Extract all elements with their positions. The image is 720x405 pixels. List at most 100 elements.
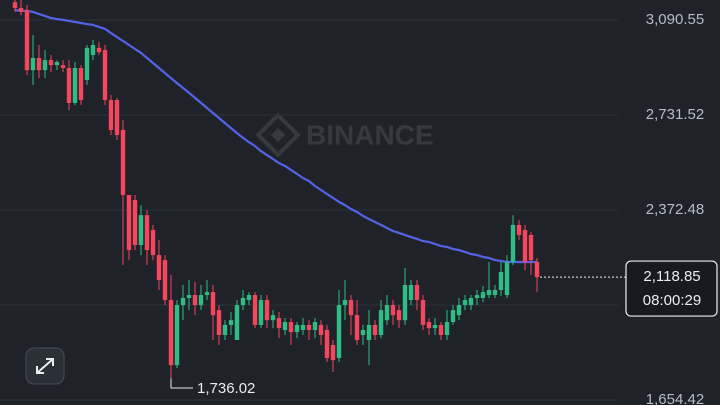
candle-body xyxy=(288,322,294,333)
candle-body xyxy=(102,50,108,101)
candle-body xyxy=(150,229,156,256)
candle-body xyxy=(186,295,192,298)
grid xyxy=(0,19,618,401)
candle-body xyxy=(72,68,78,103)
candle-body xyxy=(156,255,162,280)
candle-body xyxy=(456,305,462,316)
candle-body xyxy=(432,324,438,329)
candle-body xyxy=(480,292,486,298)
candle-body xyxy=(510,224,516,262)
candle-body xyxy=(276,318,282,329)
candle-body xyxy=(216,310,222,335)
low-leader xyxy=(170,378,193,389)
candles xyxy=(12,0,540,379)
watermark-text: BINANCE xyxy=(306,119,434,150)
candle-body xyxy=(534,261,540,278)
overlay: 1,736.02 2,118.85 08:00:29 xyxy=(170,260,718,397)
candle-body xyxy=(144,215,150,251)
candle-body xyxy=(54,61,60,66)
candle-body xyxy=(402,284,408,321)
candle-body xyxy=(120,129,126,196)
candle-body xyxy=(360,329,366,335)
candle-body xyxy=(396,310,402,321)
candle-body xyxy=(96,47,102,53)
candle-body xyxy=(66,68,72,103)
low-label: 1,736.02 xyxy=(197,380,255,397)
candle-body xyxy=(294,324,300,333)
candle-body xyxy=(162,260,168,301)
candle-body xyxy=(450,310,456,323)
candle-body xyxy=(522,229,528,262)
candle-body xyxy=(30,57,36,71)
candle-body xyxy=(354,315,360,341)
candle-body xyxy=(36,57,42,71)
price-label: 2,118.85 xyxy=(643,268,700,285)
candle-body xyxy=(90,45,96,56)
candle-body xyxy=(462,300,468,306)
candle-body xyxy=(60,65,66,69)
candle-body xyxy=(48,60,54,66)
moving-average xyxy=(14,9,537,264)
candle-body xyxy=(132,200,138,246)
candle-body xyxy=(504,261,510,296)
candle-body xyxy=(174,305,180,366)
candle-body xyxy=(42,60,48,71)
price-box xyxy=(625,260,718,317)
candle-body xyxy=(366,324,372,341)
candle-body xyxy=(234,305,240,341)
candle-body xyxy=(168,300,174,366)
candle-body xyxy=(264,300,270,321)
candle-body xyxy=(324,329,330,359)
watermark: BINANCE xyxy=(255,112,434,158)
y-tick-label: 3,090.55 xyxy=(646,11,704,28)
expand-button[interactable] xyxy=(25,347,65,385)
candle-body xyxy=(378,310,384,335)
candle-body xyxy=(516,224,522,235)
y-tick-label: 2,731.52 xyxy=(646,106,704,123)
y-axis: 3,090.552,731.522,372.482,013.451,654.42 xyxy=(646,11,704,405)
candle-body xyxy=(114,100,120,135)
candle-body xyxy=(498,272,504,291)
candle-body xyxy=(486,290,492,296)
candle-body xyxy=(420,300,426,325)
candle-body xyxy=(84,47,90,80)
candle-body xyxy=(444,322,450,335)
candle-body xyxy=(414,284,420,301)
candle-body xyxy=(336,305,342,359)
candle-body xyxy=(282,322,288,330)
candle-body xyxy=(24,10,30,71)
candle-body xyxy=(372,324,378,335)
candle-body xyxy=(270,315,276,321)
candle-body xyxy=(108,100,114,130)
candle-body xyxy=(408,284,414,301)
candle-body xyxy=(330,345,336,361)
candle-body xyxy=(306,324,312,330)
ma-line xyxy=(14,9,537,264)
candle-body xyxy=(474,295,480,298)
y-tick-label: 1,654.42 xyxy=(646,391,704,405)
candle-body xyxy=(300,324,306,330)
candle-body xyxy=(312,322,318,330)
candle-body xyxy=(18,7,24,12)
candle-body xyxy=(492,290,498,296)
candle-body xyxy=(180,297,186,306)
candle-body xyxy=(348,300,354,316)
candle-body xyxy=(222,324,228,335)
candle-body xyxy=(126,195,132,251)
countdown: 08:00:29 xyxy=(643,292,701,309)
candle-body xyxy=(252,295,258,325)
y-tick-label: 2,372.48 xyxy=(646,201,704,218)
candle-body xyxy=(210,292,216,316)
candle-body xyxy=(246,295,252,301)
candle-body xyxy=(198,295,204,306)
candle-body xyxy=(204,292,210,296)
candle-body xyxy=(468,297,474,306)
candle-body xyxy=(258,300,264,325)
candle-body xyxy=(228,320,234,325)
candle-body xyxy=(342,300,348,306)
candle-body xyxy=(192,295,198,306)
candle-body xyxy=(438,324,444,335)
candle-body xyxy=(12,2,18,8)
candle-body xyxy=(390,305,396,316)
